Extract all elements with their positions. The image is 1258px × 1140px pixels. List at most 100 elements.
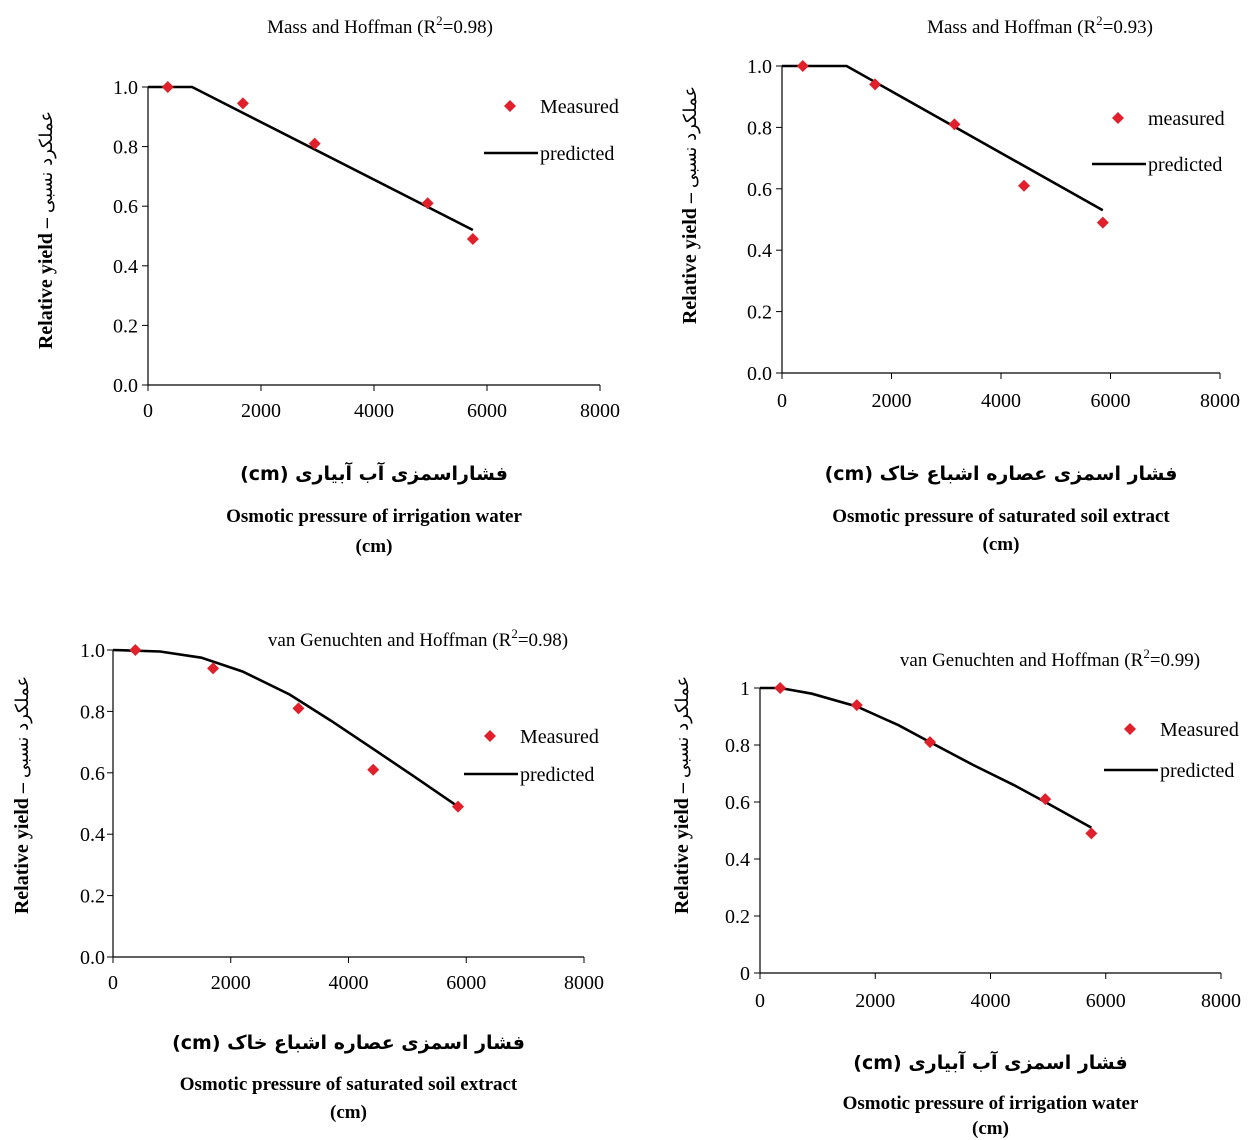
x-tick-label: 8000: [1201, 990, 1241, 1010]
legend-measured-marker: [1112, 112, 1124, 124]
chart-title-tail: =0.98): [443, 17, 493, 38]
x-axis-title-fa: فشار اسمزی آب آبیاری (cm): [853, 1052, 1128, 1074]
chart-title-main: van Genuchten and Hoffman (R: [900, 650, 1144, 671]
y-tick-label: 0.2: [747, 302, 772, 324]
chart-panel-1: 0.0 0.2 0.4 0.6 0.8 1.0 0 2000 4000 6000 8000 Mass …: [0, 0, 640, 570]
y-axis-title-sep: –: [679, 188, 701, 208]
x-tick-label: 8000: [564, 972, 604, 994]
y-tick-label: 0.8: [113, 137, 138, 159]
x-tick-label: 6000: [1086, 990, 1126, 1010]
measured-point: [1085, 827, 1098, 840]
x-tick-label: 8000: [580, 400, 620, 422]
x-tick-label: 0: [755, 990, 765, 1010]
legend-measured-marker: [1124, 723, 1136, 735]
measured-point: [1039, 793, 1052, 806]
x-tick-label: 4000: [354, 400, 394, 422]
x-tick-label: 0: [108, 972, 118, 994]
x-tick-label: 4000: [971, 990, 1011, 1010]
chart-title-tail: =0.98): [518, 630, 568, 651]
measured-point: [869, 78, 882, 91]
measured-point: [292, 702, 305, 715]
predicted-line: [148, 85, 474, 232]
measured-point: [129, 644, 142, 656]
legend-measured-label: measured: [1148, 108, 1225, 130]
y-tick-label: 0.2: [113, 315, 138, 337]
predicted-line: [782, 64, 1104, 212]
y-tick-label: 0.2: [80, 886, 105, 908]
legend-predicted-label: predicted: [1148, 154, 1222, 176]
x-axis-title-fa: فشار اسمزی عصاره اشباع خاک (cm): [172, 1032, 525, 1054]
chart-svg: 0.0 0.2 0.4 0.6 0.8 1.0 0 2000 4000 6000 8000 Mass …: [679, 13, 1240, 412]
chart-panel-2: 0.0 0.2 0.4 0.6 0.8 1.0 0 2000 4000 6000 8000 Mass …: [640, 0, 1258, 570]
x-axis-title-en: Osmotic pressure of irrigation water: [842, 1093, 1139, 1114]
chart-svg: 0.0 0.2 0.4 0.6 0.8 1.0 0 2000 4000 6000 8000 Mass …: [35, 13, 620, 422]
x-axis-title-en: Osmotic pressure of saturated soil extra…: [179, 1074, 518, 1095]
measured-point: [1096, 216, 1109, 229]
chart-title-sup: 2: [1143, 646, 1150, 661]
chart-title-tail: =0.99): [1150, 650, 1200, 671]
legend-predicted-label: predicted: [540, 143, 614, 165]
y-tick-label: 1: [740, 678, 750, 700]
legend-measured-label: Measured: [1160, 719, 1239, 741]
y-tick-label: 0.0: [80, 947, 105, 969]
y-axis-title-en: Relative yield: [671, 798, 693, 914]
legend-measured-marker: [504, 100, 516, 112]
chart-title-main: van Genuchten and Hoffman (R: [268, 630, 512, 651]
measured-point: [308, 137, 321, 150]
x-tick-label: 4000: [981, 390, 1021, 412]
measured-point: [850, 699, 863, 712]
x-tick-label: 2000: [241, 400, 281, 422]
y-axis-title: Relative yield – عملکرد نسبی: [679, 86, 701, 324]
predicted-line: [112, 648, 459, 808]
x-tick-label: 2000: [872, 390, 912, 412]
measured-point: [796, 60, 809, 72]
chart-svg: 0.0 0.2 0.4 0.6 0.8 1.0 0 2000 4000 6000 8000 van G…: [11, 626, 604, 994]
y-axis-title-en: Relative yield: [679, 208, 701, 324]
x-axis-title-fa: فشار اسمزی عصاره اشباع خاک (cm): [824, 463, 1178, 485]
x-axis-title-fa: فشاراسمزی آب آبیاری (cm): [240, 463, 508, 485]
y-tick-label: 0.8: [747, 117, 772, 139]
legend-measured-marker: [484, 730, 496, 742]
x-tick-label: 4000: [329, 972, 369, 994]
x-axis-title-en: Osmotic pressure of irrigation water: [226, 506, 522, 527]
x-axis-title-unit: (cm): [982, 534, 1020, 555]
legend-measured-label: Measured: [540, 96, 619, 118]
y-tick-label: 0.6: [80, 763, 105, 785]
y-axis-title: Relative yield – عملکرد نسبی: [671, 676, 693, 914]
chart-panel-4: 0 0.2 0.4 0.6 0.8 1 0 2000 4000 6000 8000 van Genuc…: [640, 570, 1258, 1139]
chart-title-tail: =0.93): [1103, 17, 1153, 38]
measured-point: [236, 97, 249, 110]
legend-predicted-label: predicted: [520, 764, 594, 786]
measured-point: [948, 118, 961, 131]
x-tick-label: 6000: [1091, 390, 1131, 412]
chart-title-sup: 2: [436, 13, 443, 28]
x-axis-title-unit: (cm): [355, 536, 393, 557]
x-tick-label: 2000: [211, 972, 251, 994]
chart-title: van Genuchten and Hoffman (R2=0.98): [268, 626, 568, 651]
y-tick-label: 0.4: [80, 824, 105, 846]
chart-title-main: Mass and Hoffman (R: [267, 17, 436, 38]
y-axis-title: Relative yield – عملکرد نسبی: [11, 676, 33, 914]
legend-predicted-label: predicted: [1160, 760, 1234, 782]
x-tick-label: 0: [143, 400, 153, 422]
measured-point: [923, 736, 936, 749]
y-tick-label: 0.6: [747, 179, 772, 201]
predicted-line: [760, 686, 1092, 829]
y-tick-label: 0.0: [747, 363, 772, 385]
measured-point: [367, 763, 380, 776]
x-tick-label: 6000: [446, 972, 486, 994]
y-tick-label: 0.6: [725, 792, 750, 814]
y-tick-label: 0.4: [113, 256, 138, 278]
x-tick-label: 8000: [1200, 390, 1240, 412]
chart-svg: 0 0.2 0.4 0.6 0.8 1 0 2000 4000 6000 8000 van Genuc…: [671, 646, 1241, 1010]
y-tick-label: 0.6: [113, 196, 138, 218]
chart-title-sup: 2: [511, 626, 518, 641]
y-tick-label: 1.0: [747, 56, 772, 78]
y-axis-title-fa: عملکرد نسبی: [12, 676, 33, 778]
y-tick-label: 0: [740, 963, 750, 985]
chart-title-main: Mass and Hoffman (R: [927, 17, 1096, 38]
y-tick-label: 0.0: [113, 375, 138, 397]
y-axis-title-sep: –: [11, 778, 33, 798]
x-tick-label: 0: [777, 390, 787, 412]
measured-point: [452, 800, 465, 813]
